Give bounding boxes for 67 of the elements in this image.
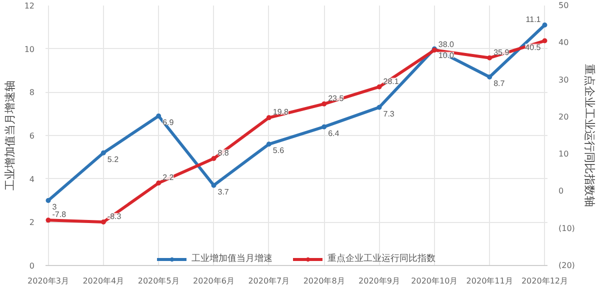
- data-label: 6.4: [328, 128, 340, 138]
- data-label: 7.3: [383, 109, 395, 118]
- legend-label: 重点企业工业运行同比指数: [328, 252, 436, 265]
- y2-tick-label: 0: [558, 186, 564, 196]
- point: [156, 114, 162, 118]
- y-tick-label: 0: [29, 262, 35, 270]
- point: [266, 115, 272, 120]
- y2-tick-label: 50: [558, 1, 569, 10]
- data-label: 28.1: [383, 76, 400, 86]
- y-tick-label: 8: [29, 88, 35, 98]
- x-tick-label: 2020年7月: [248, 276, 290, 286]
- data-label: 3.7: [218, 187, 230, 196]
- point: [376, 104, 382, 110]
- y2-tick-label: 10: [558, 150, 569, 159]
- x-tick-label: 2020年4月: [82, 276, 124, 286]
- point: [100, 150, 106, 156]
- y-tick-label: 2: [29, 218, 35, 228]
- data-label: 2.2: [162, 173, 174, 182]
- data-label: -7.8: [52, 210, 67, 220]
- x-tick-label: 2020年10月: [411, 276, 458, 286]
- y2-tick-label: (10): [558, 224, 575, 233]
- point: [156, 180, 162, 186]
- data-label: -8.3: [107, 212, 122, 222]
- data-label: 19.8: [272, 108, 290, 117]
- data-label: 5.6: [272, 146, 285, 156]
- data-label: 5.2: [107, 154, 120, 164]
- y-tick-label: 4: [29, 174, 35, 184]
- y-axis-title: 工业增加值当月增速轴: [3, 80, 16, 190]
- y2-tick-label: 40: [558, 38, 569, 48]
- data-label: 38.0: [438, 40, 455, 50]
- data-label: 8.7: [494, 79, 506, 88]
- data-label: 11.1: [526, 15, 542, 24]
- point: [100, 220, 106, 225]
- y2-tick-label: (20): [558, 261, 575, 270]
- point: [376, 84, 382, 90]
- point: [487, 55, 492, 60]
- x-tick-label: 2020年3月: [28, 276, 69, 286]
- point: [322, 124, 327, 130]
- y-tick-label: 6: [29, 132, 35, 140]
- data-label: 23.5: [328, 94, 344, 103]
- x-tick-label: 2020年12月: [521, 276, 568, 286]
- y-tick-label: 12: [24, 2, 35, 10]
- x-tick-label: 2020年9月: [358, 276, 400, 286]
- data-label: 10.0: [438, 50, 455, 60]
- y2-tick-label: 30: [558, 75, 569, 84]
- x-tick-label: 2020年5月: [138, 276, 180, 286]
- point: [46, 218, 51, 223]
- data-label: 40.5: [525, 42, 542, 52]
- point: [322, 101, 327, 106]
- point: [542, 22, 548, 28]
- data-label: 8.8: [218, 148, 230, 158]
- y2-tick-label: 20: [558, 112, 569, 122]
- x-tick-label: 2020年8月: [303, 276, 345, 286]
- x-tick-label: 2020年6月: [193, 276, 234, 286]
- point: [46, 198, 51, 203]
- data-label: 3: [52, 202, 58, 212]
- point: [266, 142, 272, 147]
- y2-axis-title: 重点企业工业运行同比指数轴: [582, 64, 596, 207]
- point: [487, 74, 492, 80]
- y-tick-label: 10: [24, 44, 35, 54]
- data-label: 35.9: [494, 48, 510, 57]
- legend-label: 工业增加值当月增速: [192, 252, 272, 265]
- x-tick-label: 2020年11月: [466, 276, 513, 286]
- point: [211, 156, 216, 162]
- point: [211, 182, 216, 188]
- data-label: 6.9: [162, 118, 174, 127]
- point: [542, 38, 548, 44]
